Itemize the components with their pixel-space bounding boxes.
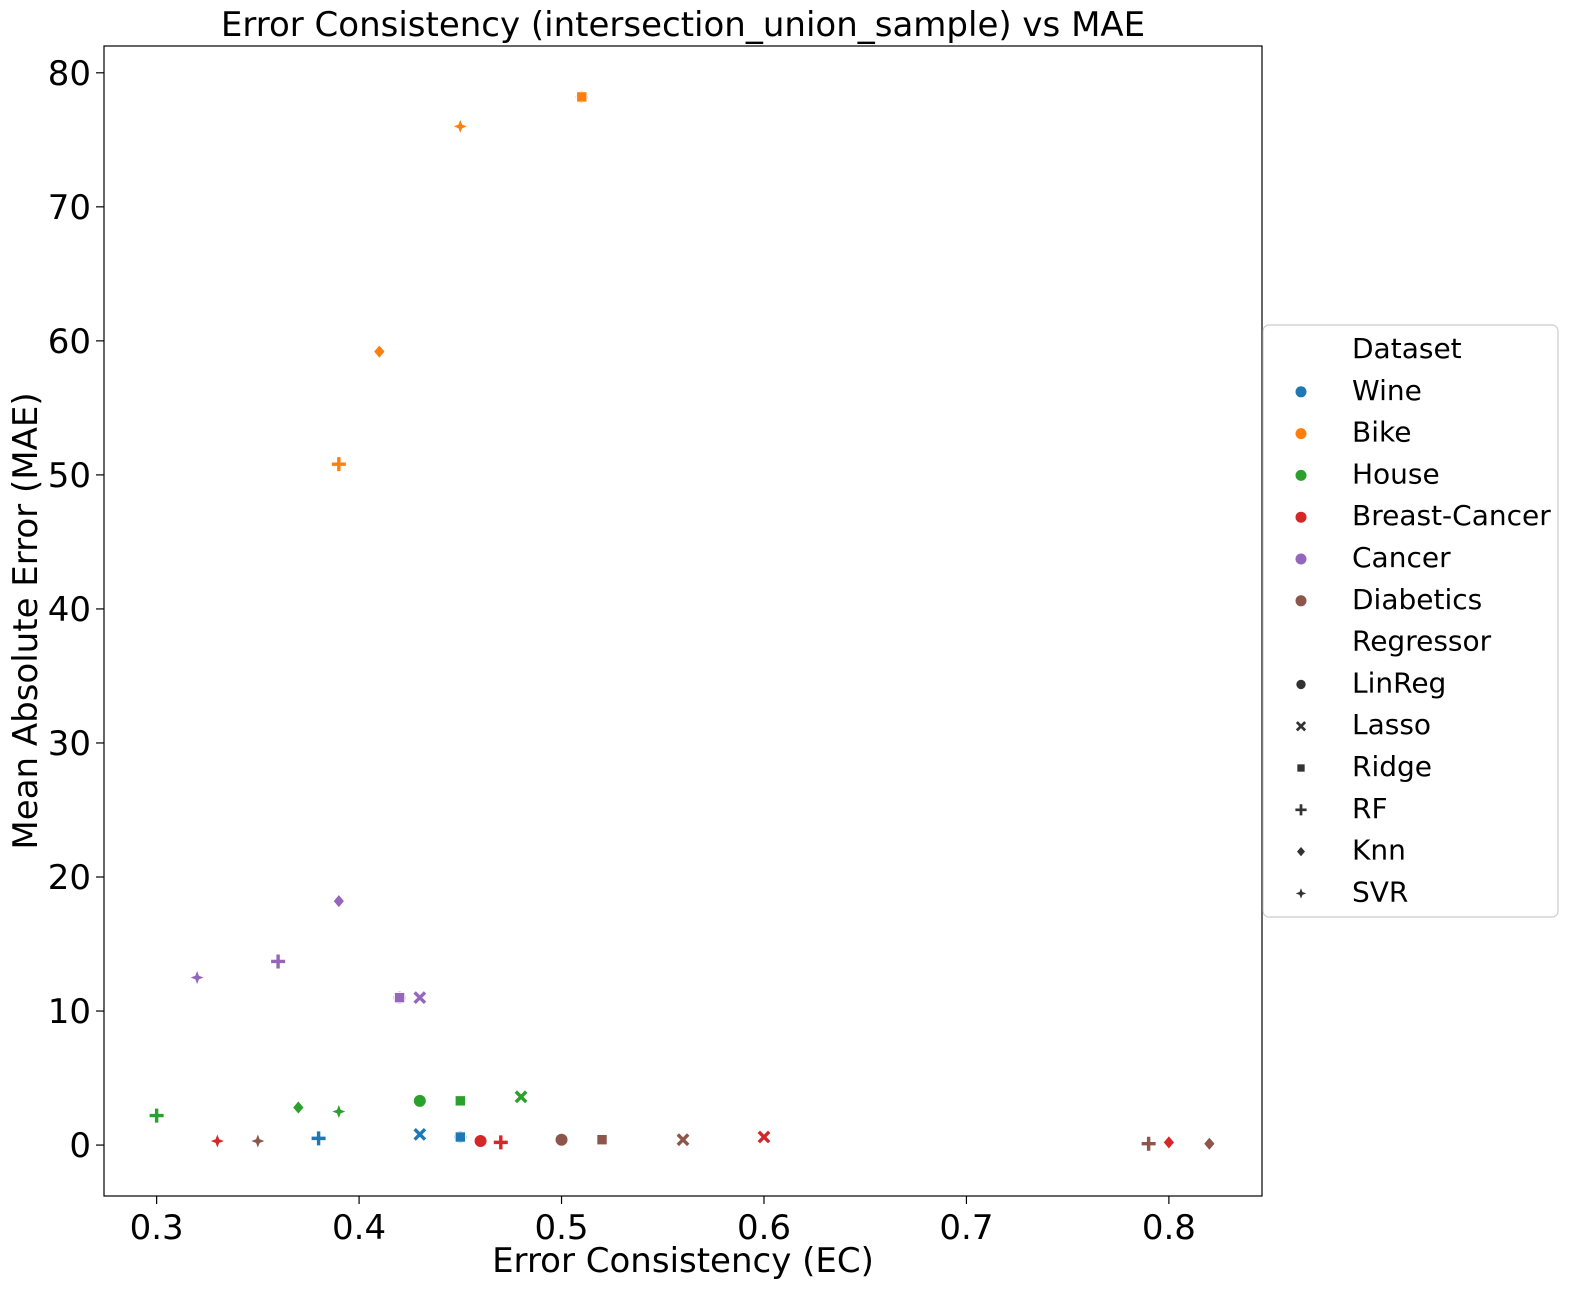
- legend-label-knn: Knn: [1352, 834, 1406, 867]
- x-tick-label: 0.5: [534, 1208, 588, 1248]
- point-diabetics-knn: [1202, 1136, 1216, 1152]
- legend-swatch-diabetics: [1295, 595, 1307, 607]
- legend-swatch-breast-cancer: [1295, 511, 1307, 523]
- point-diabetics-ridge: [596, 1134, 608, 1146]
- y-tick-label: 70: [48, 188, 91, 228]
- y-tick-label: 30: [48, 724, 91, 764]
- x-tick-label: 0.8: [1142, 1208, 1196, 1248]
- legend-swatch-bike: [1295, 428, 1307, 440]
- y-tick-label: 40: [48, 590, 91, 630]
- data-points: [149, 89, 1216, 1152]
- legend-marker-knn: [1295, 845, 1307, 858]
- point-cancer-ridge: [393, 991, 406, 1004]
- chart-title: Error Consistency (intersection_union_sa…: [221, 5, 1145, 45]
- legend-label-svr: SVR: [1352, 875, 1408, 908]
- legend-swatch-house: [1295, 469, 1307, 481]
- legend-swatch-cancer: [1295, 553, 1307, 565]
- point-diabetics-svr: [251, 1134, 265, 1148]
- point-diabetics-linreg: [554, 1132, 569, 1147]
- legend-marker-ridge: [1296, 763, 1306, 773]
- legend-frame: [1262, 324, 1559, 918]
- y-tick-label: 0: [69, 1126, 91, 1166]
- legend-label-linreg: LinReg: [1352, 666, 1446, 699]
- y-tick-label: 50: [48, 456, 91, 496]
- point-cancer-svr: [190, 971, 204, 985]
- legend-label-bike: Bike: [1352, 416, 1411, 449]
- y-tick-label: 80: [48, 54, 91, 94]
- point-bike-rf: [331, 457, 346, 472]
- y-tick-label: 10: [48, 992, 91, 1032]
- y-axis-ticks: 0 10 20 30 40 50 60 70 80: [48, 54, 104, 1166]
- point-house-svr: [332, 1105, 346, 1119]
- x-tick-label: 0.3: [130, 1208, 184, 1248]
- point-diabetics-lasso: [676, 1133, 690, 1147]
- legend-label-cancer: Cancer: [1352, 541, 1451, 574]
- x-tick-label: 0.4: [332, 1208, 386, 1248]
- legend-title-regressor: Regressor: [1352, 625, 1492, 658]
- legend-label-house: House: [1352, 457, 1440, 490]
- x-axis-label: Error Consistency (EC): [492, 1241, 874, 1281]
- point-breast-cancer-lasso: [757, 1130, 771, 1144]
- x-axis-ticks: 0.3 0.4 0.5 0.6 0.7 0.8: [130, 1196, 1196, 1248]
- y-tick-label: 60: [48, 322, 91, 362]
- point-wine-ridge: [454, 1131, 467, 1143]
- y-axis-label: Mean Absolute Error (MAE): [6, 392, 46, 849]
- point-bike-knn: [372, 344, 386, 360]
- point-wine-rf: [311, 1131, 326, 1146]
- point-wine-lasso: [413, 1127, 427, 1141]
- legend-label-diabetics: Diabetics: [1352, 583, 1482, 616]
- point-bike-ridge: [576, 91, 588, 103]
- legend-label-rf: RF: [1352, 792, 1388, 825]
- legend-label-lasso: Lasso: [1352, 708, 1431, 741]
- x-tick-label: 0.6: [737, 1208, 791, 1248]
- legend-label-breast-cancer: Breast-Cancer: [1352, 499, 1551, 532]
- legend-label-ridge: Ridge: [1352, 750, 1432, 783]
- y-tick-label: 20: [48, 858, 91, 898]
- point-house-knn: [291, 1099, 305, 1116]
- point-bike-svr: [453, 119, 467, 133]
- point-diabetics-rf: [1141, 1136, 1156, 1151]
- legend-marker-svr: [1295, 888, 1307, 899]
- point-house-ridge: [454, 1095, 467, 1107]
- legend: Dataset Wine Bike House Breast-Cancer Cancer D…: [1262, 324, 1559, 918]
- legend-marker-linreg: [1295, 678, 1307, 691]
- point-cancer-knn: [332, 893, 346, 909]
- point-house-linreg: [412, 1093, 427, 1108]
- point-house-lasso: [514, 1090, 528, 1104]
- legend-swatch-wine: [1295, 386, 1307, 398]
- x-tick-label: 0.7: [939, 1208, 993, 1248]
- legend-title-dataset: Dataset: [1352, 332, 1462, 365]
- plot-area: [103, 45, 1263, 1197]
- point-breast-cancer-svr: [210, 1134, 224, 1148]
- point-house-rf: [149, 1108, 164, 1123]
- point-breast-cancer-linreg: [473, 1134, 488, 1149]
- point-cancer-rf: [271, 954, 286, 969]
- legend-marker-lasso: [1295, 721, 1307, 732]
- legend-label-wine: Wine: [1352, 374, 1422, 407]
- point-breast-cancer-rf: [493, 1135, 508, 1150]
- point-breast-cancer-knn: [1162, 1134, 1176, 1150]
- legend-marker-rf: [1295, 804, 1307, 816]
- point-cancer-lasso: [413, 991, 427, 1005]
